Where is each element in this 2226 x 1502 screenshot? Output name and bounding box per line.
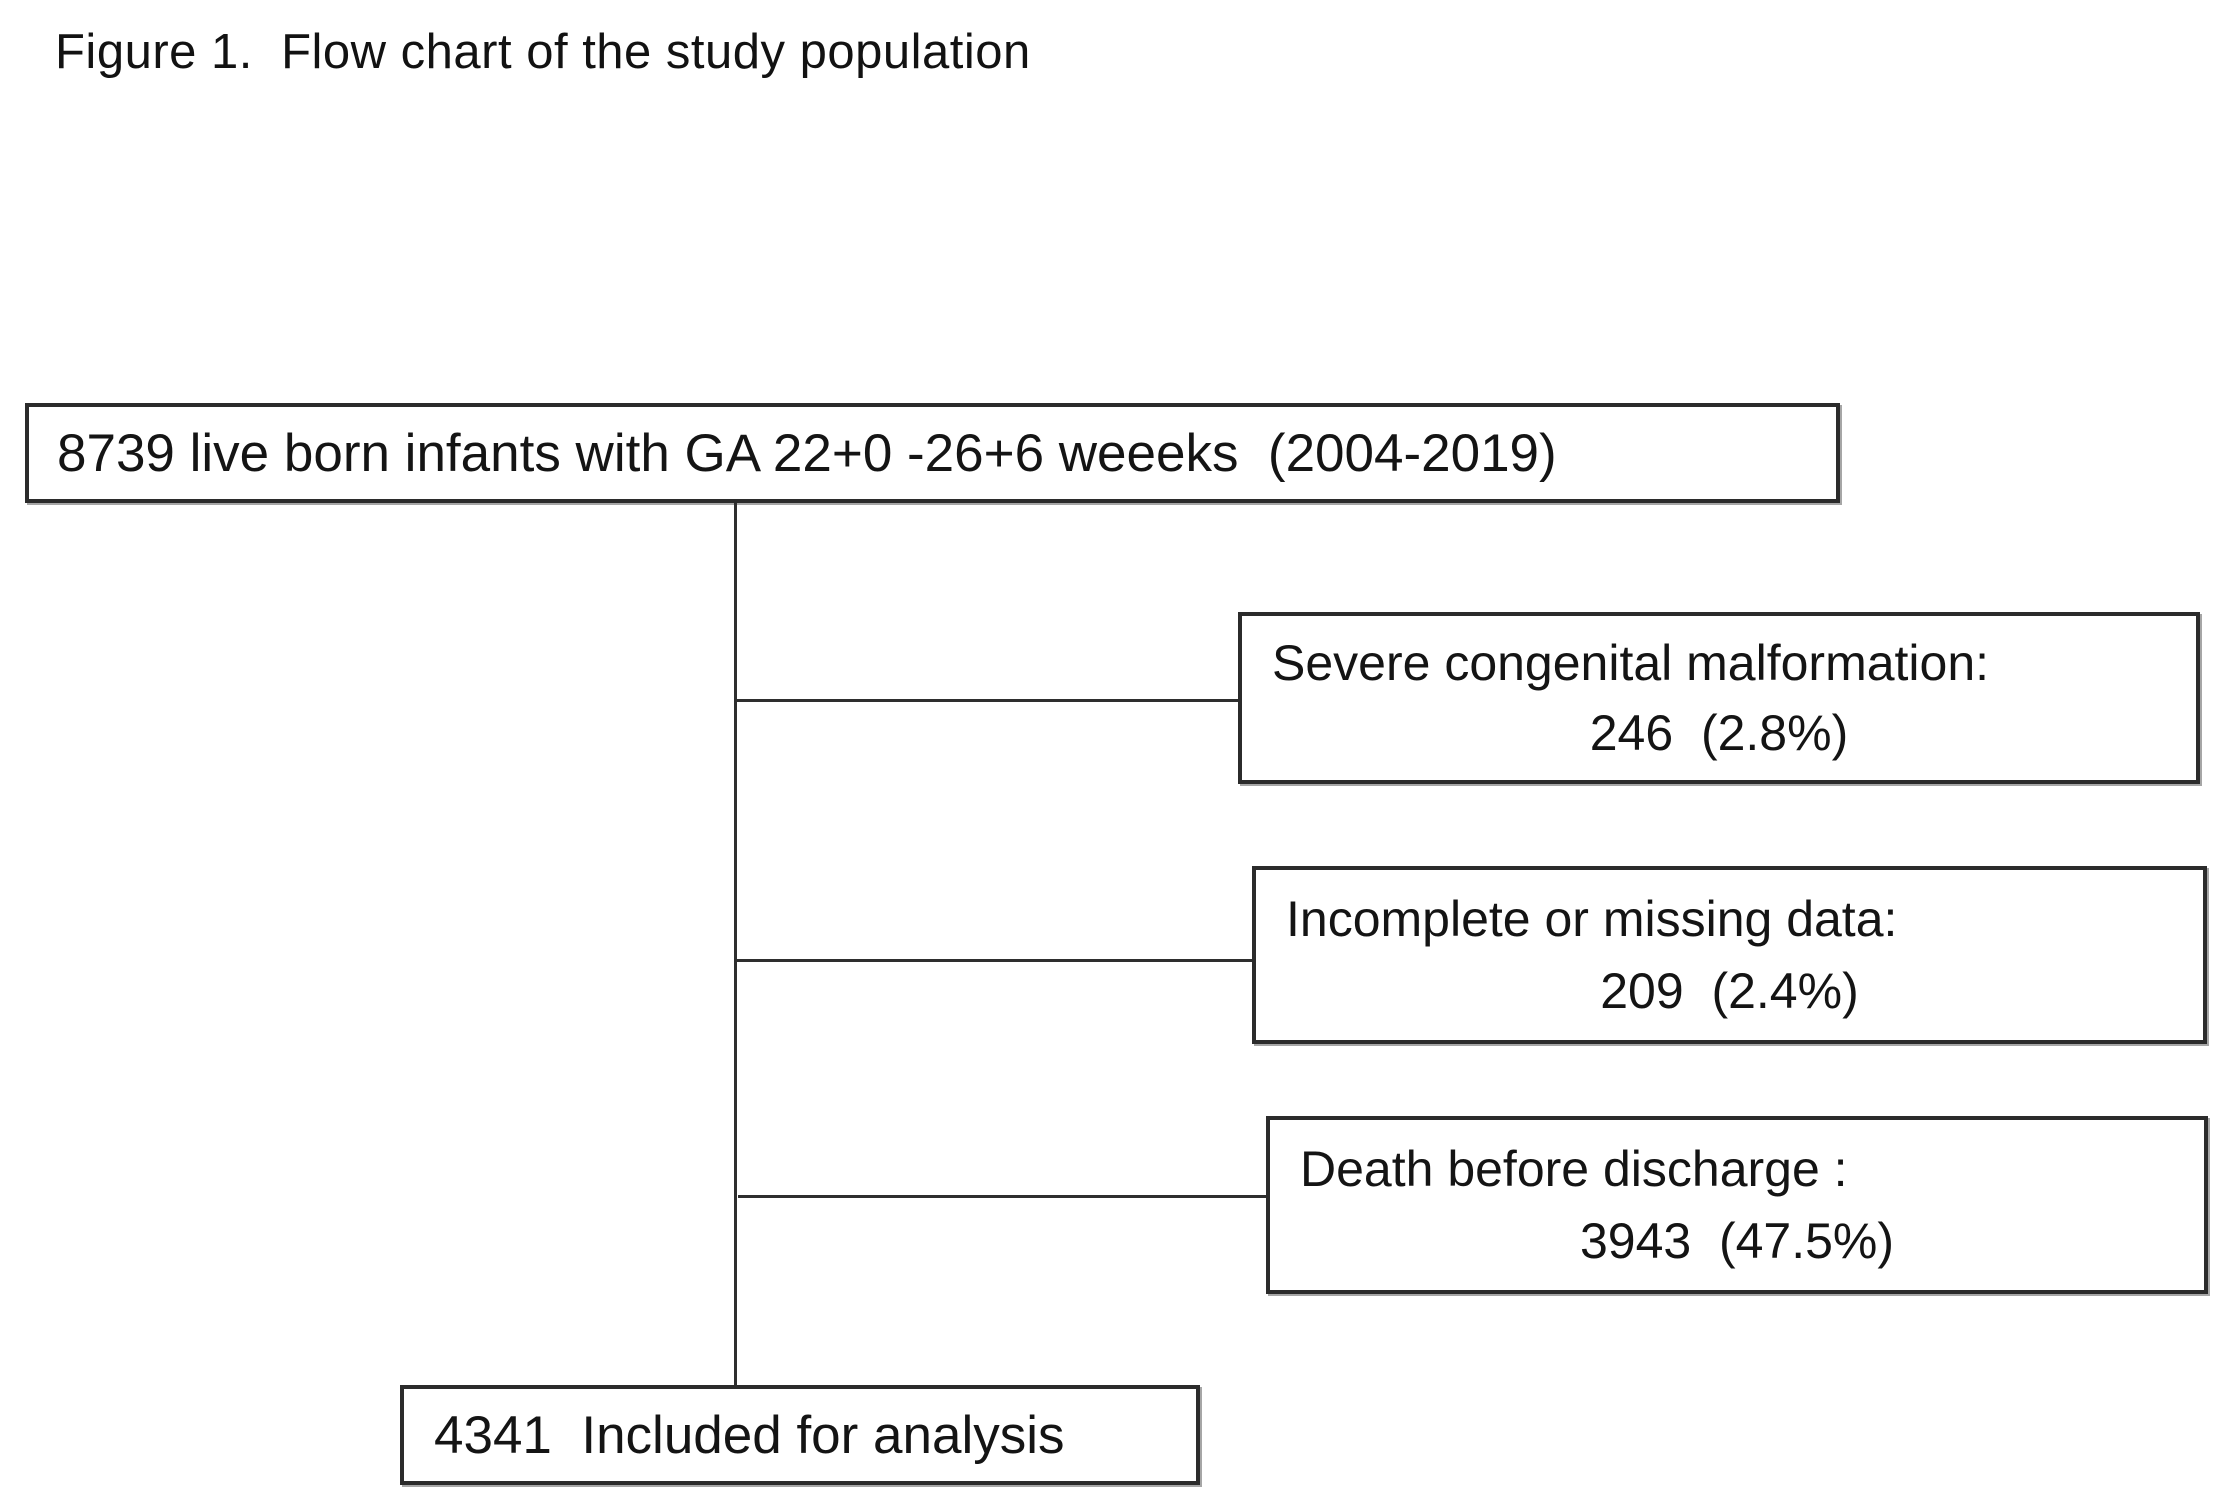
exclusion-label: Incomplete or missing data: [1286,891,1898,947]
exclusion-label: Severe congenital malformation: [1272,635,1990,691]
included-for-analysis-text: 4341 Included for analysis [434,1405,1065,1465]
connector-branch-1-line [736,699,1240,702]
source-population-text: 8739 live born infants with GA 22+0 -26+… [57,423,1557,483]
exclusion-box-death-before-discharge: Death before discharge : 3943 (47.5%) [1266,1116,2208,1294]
exclusion-label: Death before discharge : [1300,1141,1848,1197]
connector-branch-2-line [736,959,1254,962]
included-for-analysis-box: 4341 Included for analysis [400,1385,1200,1485]
exclusion-box-severe-congenital-malformation: Severe congenital malformation: 246 (2.8… [1238,612,2200,784]
exclusion-box-incomplete-or-missing-data: Incomplete or missing data: 209 (2.4%) [1252,866,2207,1044]
exclusion-count: 246 (2.8%) [1589,705,1849,761]
connector-trunk-line [734,503,737,1387]
connector-branch-3-line [738,1195,1268,1198]
figure-title: Figure 1. Flow chart of the study popula… [55,25,1031,79]
exclusion-count: 3943 (47.5%) [1579,1213,1895,1269]
exclusion-count: 209 (2.4%) [1600,963,1859,1019]
source-population-box: 8739 live born infants with GA 22+0 -26+… [25,403,1840,503]
